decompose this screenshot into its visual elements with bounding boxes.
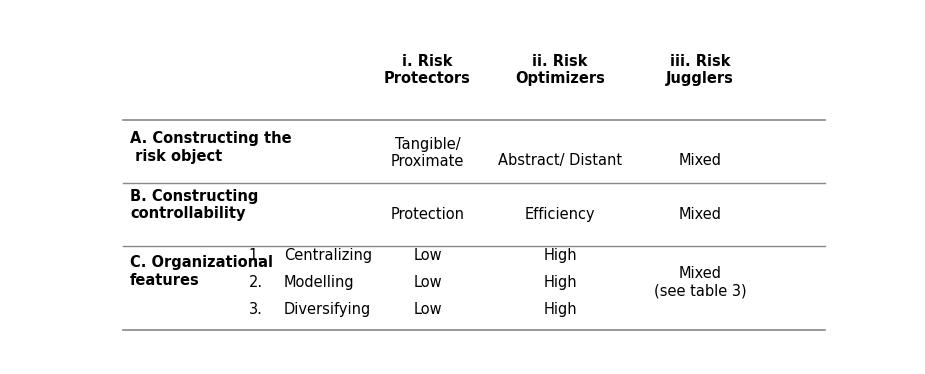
- Text: 2.: 2.: [249, 275, 263, 290]
- Text: Protection: Protection: [390, 207, 464, 222]
- Text: B. Constructing
controllability: B. Constructing controllability: [130, 189, 258, 221]
- Text: High: High: [543, 248, 577, 263]
- Text: ii. Risk
Optimizers: ii. Risk Optimizers: [515, 53, 605, 86]
- Text: Diversifying: Diversifying: [284, 302, 371, 317]
- Text: Mixed
(see table 3): Mixed (see table 3): [654, 266, 746, 299]
- Text: A. Constructing the
 risk object: A. Constructing the risk object: [130, 131, 291, 164]
- Text: Modelling: Modelling: [284, 275, 354, 290]
- Text: iii. Risk
Jugglers: iii. Risk Jugglers: [666, 53, 734, 86]
- Text: Mixed: Mixed: [678, 153, 722, 168]
- Text: High: High: [543, 275, 577, 290]
- Text: Low: Low: [413, 275, 442, 290]
- Text: Centralizing: Centralizing: [284, 248, 372, 263]
- Text: Abstract/ Distant: Abstract/ Distant: [498, 153, 623, 168]
- Text: High: High: [543, 302, 577, 317]
- Text: 3.: 3.: [249, 302, 263, 317]
- Text: 1.: 1.: [249, 248, 263, 263]
- Text: Low: Low: [413, 248, 442, 263]
- Text: Low: Low: [413, 302, 442, 317]
- Text: i. Risk
Protectors: i. Risk Protectors: [384, 53, 471, 86]
- Text: Mixed: Mixed: [678, 207, 722, 222]
- Text: Efficiency: Efficiency: [524, 207, 596, 222]
- Text: Tangible/
Proximate: Tangible/ Proximate: [390, 137, 464, 169]
- Text: C. Organizational
features: C. Organizational features: [130, 255, 273, 288]
